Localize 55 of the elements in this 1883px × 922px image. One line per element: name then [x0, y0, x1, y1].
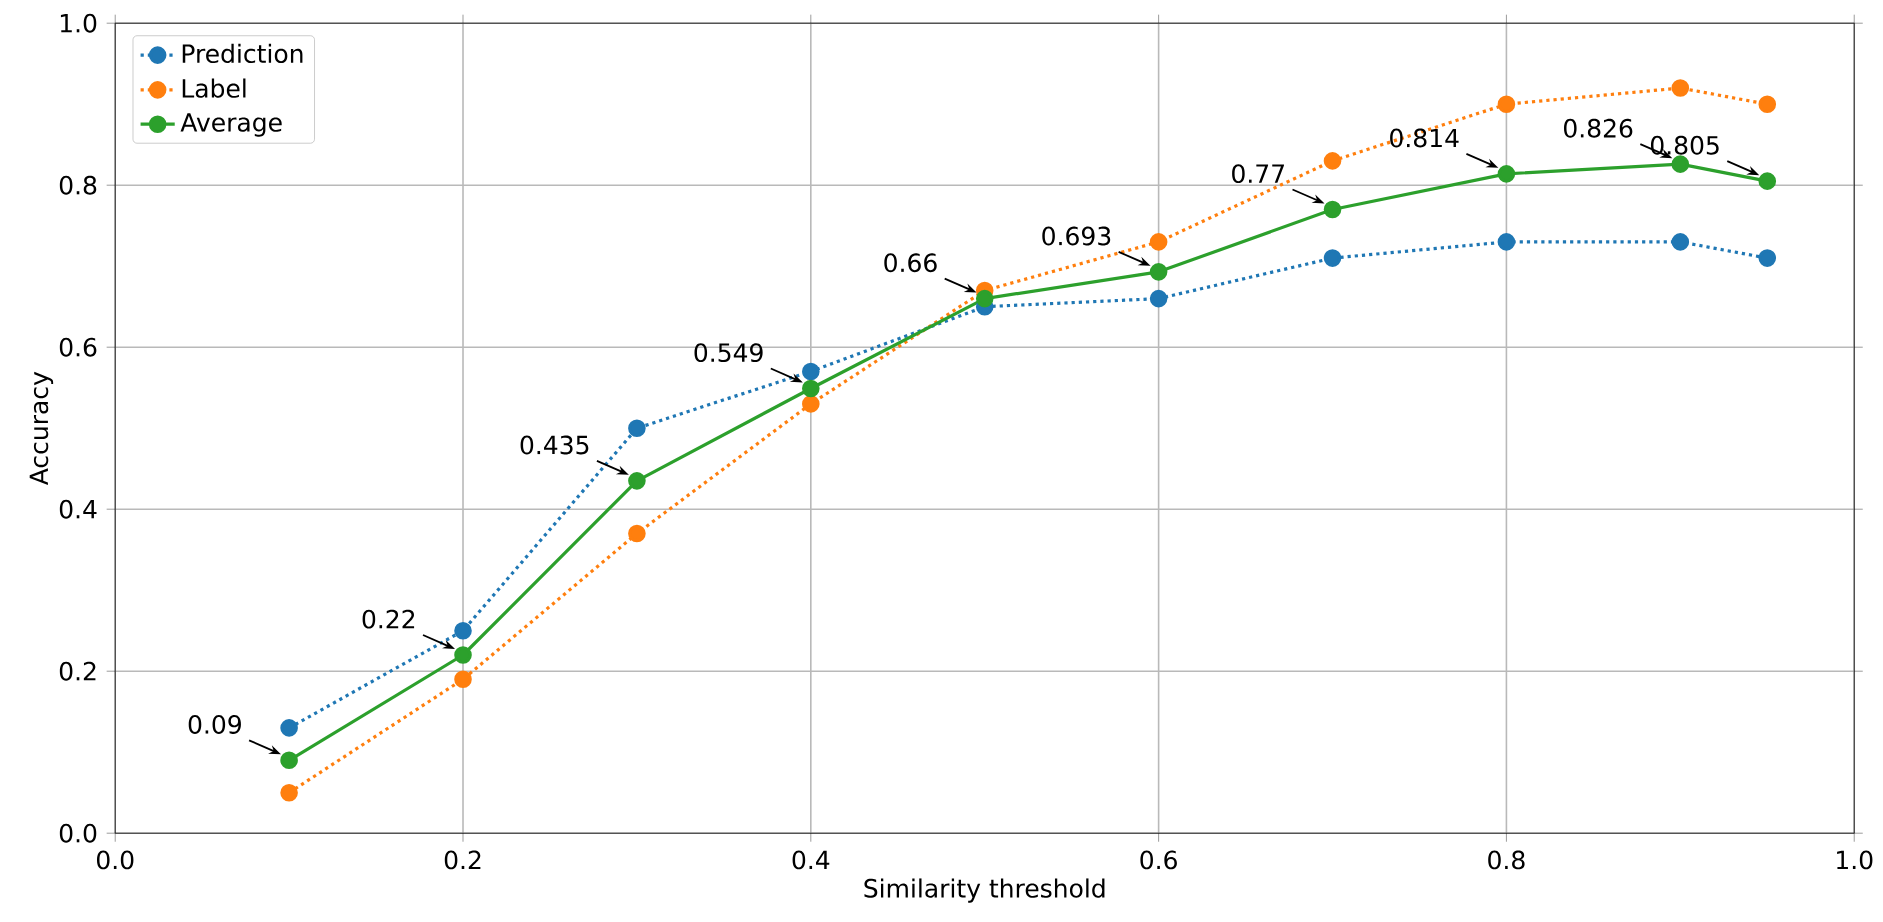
point: [1323, 249, 1342, 267]
point: [454, 621, 472, 640]
x-tick-label: 0.4: [792, 850, 830, 870]
x-tick-label: 1.0: [1837, 850, 1873, 870]
point: [1671, 155, 1690, 173]
point: [1497, 95, 1516, 113]
data-label: 0.805: [1650, 135, 1719, 155]
point: [802, 395, 820, 413]
x-tick-label: 0.0: [96, 850, 134, 870]
point: [975, 289, 994, 308]
data-label: 0.814: [1390, 128, 1459, 148]
data-label: 0.549: [694, 343, 763, 363]
point: [628, 524, 646, 543]
x-axis-title: Similarity threshold: [864, 878, 1105, 903]
legend-label: Prediction: [182, 43, 303, 64]
point: [280, 719, 298, 737]
point: [280, 751, 298, 770]
data-label: 0.09: [188, 714, 241, 734]
point: [1323, 152, 1342, 170]
y-tick-label: 0.0: [59, 823, 97, 843]
point: [628, 419, 646, 437]
data-label: 0.435: [520, 435, 589, 455]
point: [1671, 233, 1690, 251]
point: [1758, 172, 1777, 190]
point: [1497, 233, 1516, 251]
point: [1671, 79, 1690, 97]
point: [1149, 263, 1168, 281]
point: [1149, 233, 1168, 251]
point: [1149, 289, 1168, 308]
point: [454, 670, 472, 689]
point: [802, 379, 820, 398]
data-label: 0.66: [884, 253, 937, 273]
point: [802, 362, 820, 381]
data-label: 0.22: [362, 609, 415, 629]
data-label: 0.77: [1232, 164, 1284, 184]
point: [280, 783, 298, 802]
data-label: 0.826: [1564, 118, 1633, 138]
y-axis-title: Accuracy: [29, 371, 54, 486]
y-tick-label: 1.0: [60, 13, 97, 33]
x-tick-label: 0.6: [1140, 850, 1177, 870]
legend-label: Label: [182, 78, 246, 98]
x-tick-label: 0.2: [444, 850, 481, 870]
point: [454, 646, 472, 664]
point: [1758, 95, 1777, 113]
y-tick-label: 0.2: [59, 661, 96, 681]
legend-label: Average: [180, 113, 282, 137]
point: [628, 472, 646, 490]
data-label: 0.693: [1042, 226, 1111, 246]
x-tick-label: 0.8: [1488, 850, 1525, 870]
y-tick-label: 0.8: [59, 175, 97, 195]
point: [1323, 200, 1342, 219]
y-tick-label: 0.4: [59, 499, 97, 519]
point: [1758, 249, 1777, 267]
point: [1497, 165, 1516, 183]
y-tick-label: 0.6: [59, 337, 97, 357]
